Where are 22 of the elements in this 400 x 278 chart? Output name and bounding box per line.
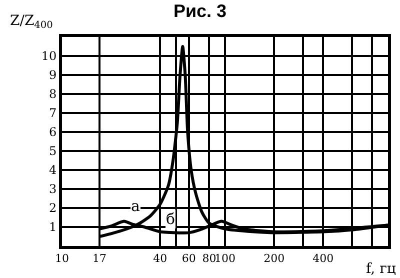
y-tick-label: 1 bbox=[48, 220, 57, 234]
y-tick-label: 9 bbox=[48, 68, 57, 82]
y-tick-label: 2 bbox=[48, 201, 57, 216]
y-tick-label: 6 bbox=[48, 125, 57, 140]
x-tick-label: 200 bbox=[264, 252, 285, 266]
x-axis-title: f, гц bbox=[366, 261, 396, 277]
y-tick-label: 8 bbox=[48, 87, 57, 102]
series-label: б bbox=[166, 210, 176, 228]
y-tick-label: 7 bbox=[48, 106, 57, 120]
series-label: а bbox=[131, 197, 140, 215]
x-tick-label: 40 bbox=[153, 252, 168, 266]
y-axis-title: Z/Z$_{400}$ bbox=[10, 13, 53, 31]
y-tick-label: 10 bbox=[41, 49, 57, 64]
y-tick-label: 4 bbox=[48, 163, 57, 178]
x-tick-label: 80 bbox=[202, 252, 216, 266]
x-tick-label: 100 bbox=[214, 252, 236, 266]
x-tick-label: 17 bbox=[92, 252, 107, 266]
x-tick-label: 400 bbox=[312, 252, 334, 266]
x-tick-label: 60 bbox=[182, 252, 196, 266]
y-tick-label: 5 bbox=[48, 144, 57, 158]
chart-title: Рис. 3 bbox=[173, 0, 227, 21]
y-tick-label: 3 bbox=[48, 182, 57, 196]
